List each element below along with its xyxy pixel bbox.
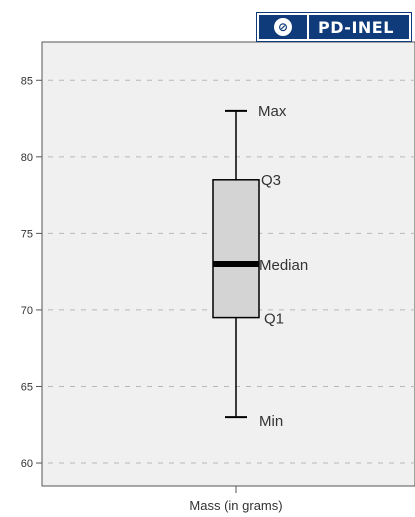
y-tick-label: 80 [21, 152, 33, 164]
iqr-box [212, 179, 260, 319]
y-tick-label: 70 [21, 305, 33, 317]
min-label: Min [259, 413, 283, 430]
y-tick-label: 75 [21, 228, 33, 240]
pd-inel-badge: ⊘ PD-INEL [256, 12, 412, 42]
y-tick-label: 85 [21, 75, 33, 87]
badge-text: PD-INEL [318, 17, 394, 37]
cc-zero-icon: ⊘ [274, 18, 292, 36]
q3-label: Q3 [261, 172, 281, 189]
x-axis-label: Mass (in grams) [189, 498, 282, 513]
box-plot [212, 109, 260, 419]
annotation-labels: Max Q3 Median Q1 Min [258, 103, 308, 430]
y-axis: 60 65 70 75 80 85 [21, 75, 42, 470]
y-tick-label: 65 [21, 381, 33, 393]
median-label: Median [259, 257, 308, 274]
q1-label: Q1 [264, 311, 284, 328]
badge-icon-box: ⊘ [259, 15, 309, 39]
y-tick-label: 60 [21, 458, 33, 470]
max-label: Max [258, 103, 287, 120]
